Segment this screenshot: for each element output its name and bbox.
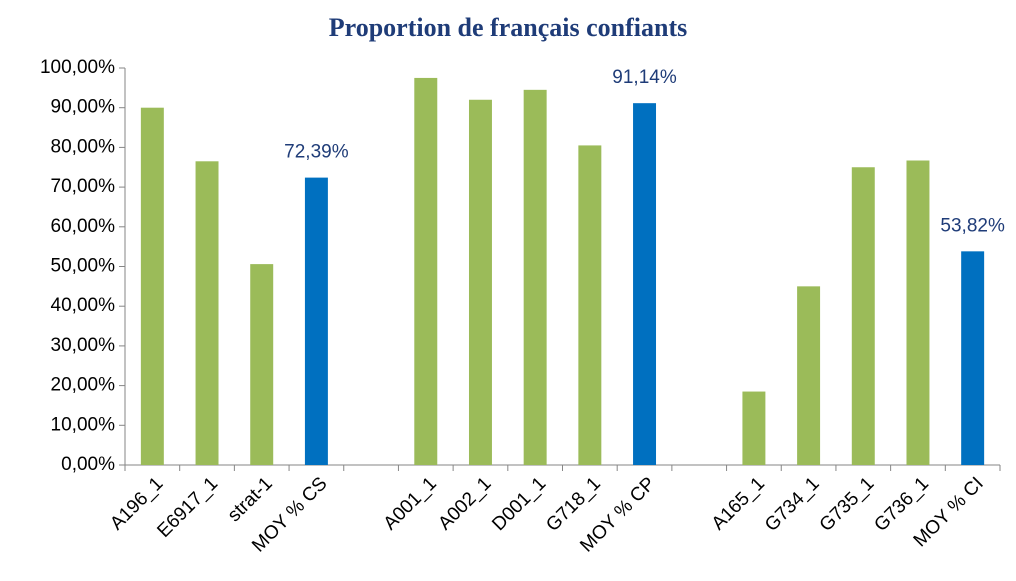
chart-title: Proportion de français confiants bbox=[329, 13, 687, 42]
bar bbox=[633, 103, 657, 466]
bar bbox=[414, 77, 438, 466]
y-tick-label: 100,00% bbox=[40, 57, 115, 78]
y-tick-label: 50,00% bbox=[51, 256, 116, 277]
y-tick-label: 80,00% bbox=[51, 136, 116, 157]
value-label: 53,82% bbox=[940, 215, 1005, 236]
value-label: 91,14% bbox=[612, 67, 677, 88]
bar bbox=[468, 99, 492, 465]
bar bbox=[797, 286, 821, 465]
bar bbox=[961, 251, 985, 465]
y-tick-label: 20,00% bbox=[51, 375, 116, 396]
x-tick-label: A165_1 bbox=[708, 473, 769, 534]
y-tick-label: 10,00% bbox=[51, 414, 116, 435]
bar bbox=[523, 89, 547, 466]
bar bbox=[140, 107, 164, 465]
bar bbox=[304, 177, 328, 465]
bar bbox=[195, 161, 219, 466]
y-tick-label: 70,00% bbox=[51, 176, 116, 197]
y-tick-label: 60,00% bbox=[51, 216, 116, 237]
value-label: 72,39% bbox=[284, 142, 349, 163]
bar bbox=[578, 145, 602, 466]
y-tick-label: 40,00% bbox=[51, 295, 116, 316]
x-tick-label: G734_1 bbox=[761, 473, 824, 536]
y-tick-label: 30,00% bbox=[51, 335, 116, 356]
x-tick-label: D001_1 bbox=[488, 473, 550, 535]
y-tick-label: 90,00% bbox=[51, 97, 116, 118]
y-tick-label: 0,00% bbox=[61, 454, 115, 475]
bar bbox=[742, 391, 766, 465]
x-tick-label: G735_1 bbox=[816, 473, 879, 536]
x-tick-label: A001_1 bbox=[380, 473, 441, 534]
x-tick-label: strat-1 bbox=[224, 473, 277, 526]
x-tick-label: E6917_1 bbox=[153, 473, 222, 542]
bar bbox=[851, 167, 875, 465]
bar bbox=[250, 264, 274, 465]
x-tick-label: A002_1 bbox=[434, 473, 495, 534]
bar bbox=[906, 160, 930, 465]
